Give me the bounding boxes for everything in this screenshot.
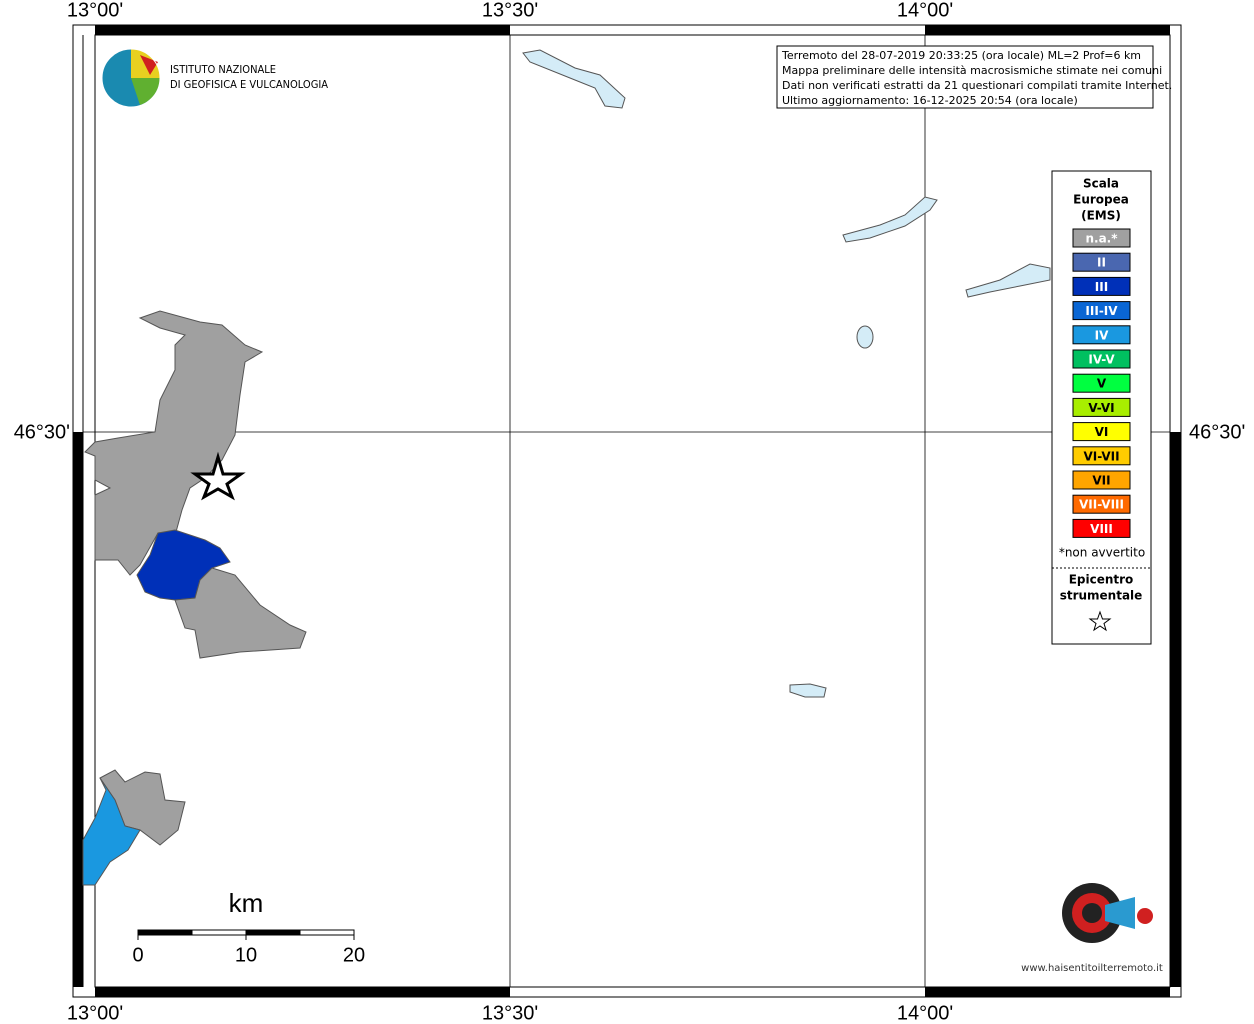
scale-unit: km bbox=[229, 888, 264, 918]
frame-bar bbox=[95, 25, 510, 35]
scale-segment bbox=[137, 929, 193, 936]
hsit-logo: www.haisentitoilterremoto.it bbox=[1021, 883, 1163, 974]
legend-label: V bbox=[1097, 377, 1107, 391]
legend-swatch bbox=[1072, 276, 1131, 296]
frame-bar bbox=[925, 987, 1170, 997]
legend-swatch bbox=[1072, 228, 1131, 248]
lon-label: 13°00' bbox=[67, 0, 123, 21]
legend-label: III-IV bbox=[1085, 304, 1118, 318]
legend-note: *non avvertito bbox=[1059, 546, 1145, 560]
legend-swatch bbox=[1072, 397, 1131, 417]
institute-name: ISTITUTO NAZIONALE bbox=[170, 63, 276, 76]
logo-text: www.haisentitoilterremoto.it bbox=[1021, 963, 1163, 974]
institute-name: DI GEOFISICA E VULCANOLOGIA bbox=[170, 78, 328, 91]
legend-label: IV-V bbox=[1088, 353, 1115, 367]
municipalities bbox=[82, 310, 307, 886]
legend-label: VI-VII bbox=[1083, 449, 1119, 463]
lon-label: 14°00' bbox=[897, 0, 953, 21]
legend-star bbox=[1088, 610, 1112, 632]
axis-labels: 13°00' 13°00' 13°30' 13°30' 14°00' 14°00' 46°3… bbox=[14, 0, 1246, 1024]
frame bbox=[72, 24, 1182, 998]
lat-label: 46°30' bbox=[14, 421, 70, 443]
legend-title: Europea bbox=[1073, 193, 1129, 207]
lon-label: 13°30' bbox=[482, 1002, 538, 1024]
info-box bbox=[776, 45, 1154, 109]
scale-segment bbox=[245, 929, 301, 936]
legend-swatch bbox=[1072, 373, 1131, 393]
legend: ScalaEuropea(EMS)n.a.*IIIIIIII-IVIVIV-VV… bbox=[1052, 177, 1151, 632]
info-lines: Terremoto del 28-07-2019 20:33:25 (ora l… bbox=[781, 49, 1172, 107]
frame-bar bbox=[95, 987, 510, 997]
ingv-logo bbox=[101, 48, 161, 108]
info-line: Terremoto del 28-07-2019 20:33:25 (ora l… bbox=[781, 49, 1141, 62]
legend-label: IV bbox=[1095, 328, 1109, 342]
legend-label: VIII bbox=[1090, 522, 1113, 536]
legend-swatch bbox=[1072, 446, 1131, 466]
scale-bar: km 0 10 20 bbox=[132, 888, 365, 966]
legend-swatch bbox=[1072, 494, 1131, 514]
legend-swatch bbox=[1072, 325, 1131, 345]
legend-swatch bbox=[1072, 301, 1131, 321]
lon-label: 13°30' bbox=[482, 0, 538, 21]
legend-swatch bbox=[1072, 349, 1131, 369]
scale-segment bbox=[191, 929, 247, 936]
info-line: Ultimo aggiornamento: 16-12-2025 20:54 (… bbox=[782, 94, 1078, 107]
legend-swatch bbox=[1072, 470, 1131, 490]
legend-swatch bbox=[1072, 252, 1131, 272]
frame-bar bbox=[925, 25, 1170, 35]
frame-bar bbox=[1170, 432, 1181, 987]
scale-segment bbox=[299, 929, 355, 936]
legend-label: V-VI bbox=[1088, 401, 1114, 415]
info-line: Dati non verificati estratti da 21 quest… bbox=[782, 79, 1172, 92]
epicenter-star bbox=[190, 451, 246, 501]
legend-swatch bbox=[1072, 518, 1131, 538]
frame-bar bbox=[73, 432, 83, 987]
legend-title: Scala bbox=[1083, 177, 1119, 191]
scale-tick-label: 10 bbox=[235, 944, 257, 966]
lon-label: 13°00' bbox=[67, 1002, 123, 1024]
legend-label: n.a.* bbox=[1085, 232, 1118, 246]
legend-epicenter-title: strumentale bbox=[1060, 589, 1143, 603]
legend-label: VI bbox=[1095, 425, 1109, 439]
legend-swatch bbox=[1072, 422, 1131, 442]
legend-label: III bbox=[1095, 280, 1108, 294]
scale-tick-label: 20 bbox=[343, 944, 365, 966]
lakes bbox=[522, 49, 1051, 698]
lon-label: 14°00' bbox=[897, 1002, 953, 1024]
scale-tick-label: 0 bbox=[132, 944, 143, 966]
legend-label: II bbox=[1097, 256, 1106, 270]
legend-epicenter-title: Epicentro bbox=[1069, 573, 1134, 587]
lat-label: 46°30' bbox=[1189, 421, 1245, 443]
legend-title: (EMS) bbox=[1081, 209, 1121, 223]
info-line: Mappa preliminare delle intensità macros… bbox=[782, 64, 1162, 77]
legend-label: VII-VIII bbox=[1079, 498, 1124, 512]
legend-label: VII bbox=[1092, 474, 1110, 488]
